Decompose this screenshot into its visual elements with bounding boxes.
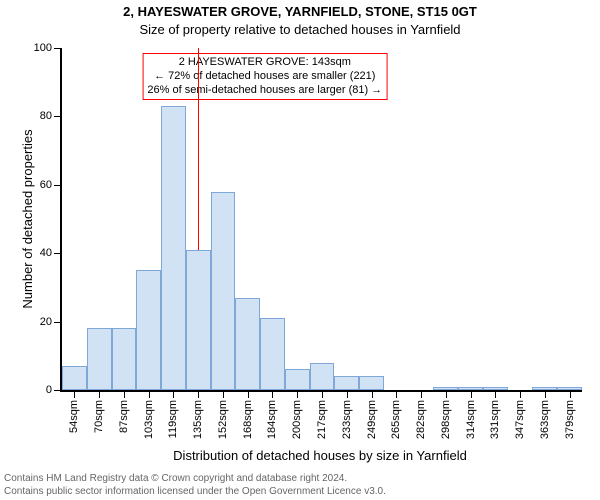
- x-tick: [347, 390, 348, 398]
- y-tick: [54, 390, 62, 391]
- chart-title-line1: 2, HAYESWATER GROVE, YARNFIELD, STONE, S…: [0, 4, 600, 19]
- x-tick: [495, 390, 496, 398]
- y-tick-label: 0: [46, 384, 52, 396]
- x-tick: [99, 390, 100, 398]
- x-tick-label: 200sqm: [291, 400, 303, 439]
- x-tick-label: 298sqm: [440, 400, 452, 439]
- x-tick-label: 152sqm: [217, 400, 229, 439]
- chart-annotation-box: 2 HAYESWATER GROVE: 143sqm← 72% of detac…: [142, 53, 387, 100]
- x-tick-label: 347sqm: [514, 400, 526, 439]
- histogram-bar: [310, 363, 335, 390]
- annotation-line: 2 HAYESWATER GROVE: 143sqm: [147, 56, 382, 70]
- x-tick: [570, 390, 571, 398]
- x-tick-label: 233sqm: [341, 400, 353, 439]
- x-tick: [248, 390, 249, 398]
- x-tick: [297, 390, 298, 398]
- x-tick-label: 168sqm: [242, 400, 254, 439]
- x-tick-label: 87sqm: [118, 400, 130, 433]
- histogram-bar: [62, 366, 87, 390]
- histogram-bar: [87, 328, 112, 390]
- x-tick: [446, 390, 447, 398]
- x-tick: [272, 390, 273, 398]
- y-tick: [54, 116, 62, 117]
- x-tick-label: 331sqm: [489, 400, 501, 439]
- x-axis-label: Distribution of detached houses by size …: [60, 448, 580, 463]
- x-tick-label: 282sqm: [415, 400, 427, 439]
- histogram-bar: [211, 192, 236, 390]
- x-tick: [173, 390, 174, 398]
- x-tick: [74, 390, 75, 398]
- y-tick-label: 60: [40, 179, 52, 191]
- histogram-bar: [235, 298, 260, 390]
- y-tick-label: 20: [40, 316, 52, 328]
- x-tick-label: 314sqm: [465, 400, 477, 439]
- histogram-bar: [260, 318, 285, 390]
- x-tick-label: 54sqm: [68, 400, 80, 433]
- y-tick: [54, 253, 62, 254]
- histogram-bar: [359, 376, 384, 390]
- x-tick: [396, 390, 397, 398]
- x-tick: [322, 390, 323, 398]
- chart-title-line2: Size of property relative to detached ho…: [0, 22, 600, 37]
- x-tick: [372, 390, 373, 398]
- y-tick: [54, 48, 62, 49]
- chart-plot-area: 2 HAYESWATER GROVE: 143sqm← 72% of detac…: [60, 48, 582, 392]
- histogram-bar: [186, 250, 211, 390]
- x-tick-label: 265sqm: [390, 400, 402, 439]
- annotation-line: ← 72% of detached houses are smaller (22…: [147, 70, 382, 84]
- footer-attribution: Contains HM Land Registry data © Crown c…: [4, 473, 386, 498]
- x-tick-label: 119sqm: [167, 400, 179, 438]
- histogram-bar: [161, 106, 186, 390]
- x-tick-label: 249sqm: [366, 400, 378, 439]
- x-tick-label: 184sqm: [266, 400, 278, 439]
- x-tick: [223, 390, 224, 398]
- x-tick-label: 217sqm: [316, 400, 328, 439]
- x-tick-label: 363sqm: [539, 400, 551, 439]
- x-tick: [471, 390, 472, 398]
- y-tick: [54, 322, 62, 323]
- x-tick-label: 70sqm: [93, 400, 105, 433]
- histogram-bar: [112, 328, 137, 390]
- x-tick-label: 103sqm: [143, 400, 155, 439]
- y-tick: [54, 185, 62, 186]
- footer-line1: Contains HM Land Registry data © Crown c…: [4, 473, 386, 486]
- histogram-bar: [334, 376, 359, 390]
- histogram-bar: [285, 369, 310, 390]
- y-axis-label: Number of detached properties: [20, 48, 35, 390]
- x-tick: [545, 390, 546, 398]
- annotation-line: 26% of semi-detached houses are larger (…: [147, 84, 382, 98]
- x-tick: [149, 390, 150, 398]
- footer-line2: Contains public sector information licen…: [4, 486, 386, 499]
- y-tick-label: 40: [40, 247, 52, 259]
- x-tick: [198, 390, 199, 398]
- histogram-bar: [136, 270, 161, 390]
- x-tick-label: 135sqm: [192, 400, 204, 439]
- x-tick-label: 379sqm: [564, 400, 576, 439]
- x-tick: [520, 390, 521, 398]
- x-tick: [124, 390, 125, 398]
- y-tick-label: 80: [40, 110, 52, 122]
- x-tick: [421, 390, 422, 398]
- y-tick-label: 100: [34, 42, 52, 54]
